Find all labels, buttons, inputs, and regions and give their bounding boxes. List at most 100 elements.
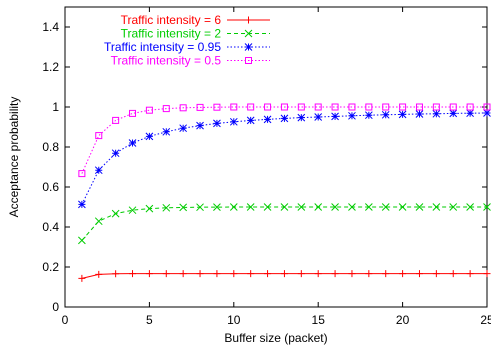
data-point: [263, 203, 272, 211]
data-point: [382, 270, 390, 278]
data-point: [95, 270, 103, 278]
data-point: [162, 203, 171, 212]
data-point: [244, 29, 253, 38]
data-point: [331, 112, 339, 121]
x-axis-label: Buffer size (packet): [224, 331, 327, 345]
data-point: [314, 270, 322, 278]
x-tick-label: 20: [396, 313, 410, 327]
data-point: [280, 203, 289, 211]
series-asterisk: [78, 109, 491, 209]
data-point: [314, 113, 323, 121]
data-point: [112, 270, 120, 278]
data-point: [483, 270, 491, 278]
y-tick-label: 0.4: [42, 220, 59, 234]
data-point: [78, 236, 86, 245]
data-point: [365, 103, 373, 111]
data-point: [229, 117, 238, 126]
data-point: [348, 111, 356, 120]
data-point: [348, 103, 356, 111]
data-point: [331, 270, 339, 278]
data-point: [364, 111, 373, 120]
data-point: [381, 203, 390, 211]
data-point: [280, 114, 289, 123]
data-point: [466, 270, 474, 278]
data-point: [263, 115, 272, 124]
x-tick-label: 10: [227, 313, 241, 327]
legend-label: Traffic intensity = 2: [121, 27, 222, 41]
y-tick-label: 0: [52, 300, 59, 314]
data-point: [280, 103, 288, 111]
data-point: [382, 103, 390, 111]
data-point: [466, 203, 474, 211]
data-point: [129, 270, 137, 278]
data-point: [297, 270, 305, 278]
y-tick-label: 1.4: [42, 20, 59, 34]
data-point: [466, 103, 474, 111]
legend-label: Traffic intensity = 6: [121, 13, 222, 27]
data-point: [246, 203, 255, 211]
data-point: [297, 203, 306, 211]
data-point: [348, 270, 356, 278]
data-point: [162, 105, 170, 113]
y-tick-label: 0.8: [42, 140, 59, 154]
data-point: [128, 206, 137, 215]
data-point: [162, 270, 170, 278]
data-point: [331, 203, 339, 211]
data-point: [466, 109, 474, 118]
data-point: [179, 270, 187, 278]
data-point: [230, 270, 238, 278]
data-point: [145, 204, 154, 213]
data-point: [213, 270, 221, 278]
data-point: [297, 103, 305, 111]
data-point: [111, 149, 120, 158]
plot-area: [64, 6, 488, 308]
data-point: [381, 110, 390, 119]
x-tick-label: 15: [312, 313, 326, 327]
data-point: [94, 166, 103, 175]
data-point: [399, 270, 407, 278]
legend-label: Traffic intensity = 0.5: [111, 54, 222, 68]
series-line: [81, 106, 487, 174]
data-point: [398, 203, 407, 211]
data-point: [314, 203, 323, 211]
data-point: [179, 104, 187, 112]
data-point: [128, 139, 137, 147]
data-point: [179, 203, 188, 212]
data-point: [179, 124, 188, 133]
legend-label: Traffic intensity = 0.95: [104, 40, 221, 54]
data-point: [449, 270, 457, 278]
y-tick-label: 0.6: [42, 180, 59, 194]
x-tick-label: 5: [146, 313, 153, 327]
data-point: [280, 270, 288, 278]
x-tick-label: 25: [480, 313, 491, 327]
data-point: [297, 113, 306, 122]
data-point: [111, 209, 120, 218]
data-point: [244, 43, 253, 51]
data-point: [246, 116, 255, 125]
data-point: [449, 203, 458, 211]
data-point: [78, 274, 86, 282]
series-plus: [78, 270, 491, 282]
data-point: [145, 106, 153, 114]
data-point: [331, 103, 339, 111]
data-point: [162, 127, 171, 136]
data-point: [432, 270, 440, 278]
data-point: [247, 270, 255, 278]
data-point: [247, 103, 255, 111]
data-point: [196, 103, 204, 111]
y-tick-label: 1: [52, 100, 59, 114]
data-point: [245, 57, 252, 64]
data-point: [196, 121, 204, 130]
data-point: [112, 116, 120, 124]
data-point: [449, 109, 458, 118]
data-point: [229, 203, 238, 211]
data-point: [129, 109, 137, 117]
data-point: [432, 103, 440, 111]
data-point: [348, 203, 356, 211]
series-x: [78, 203, 491, 245]
data-point: [483, 109, 491, 117]
data-point: [213, 103, 221, 111]
data-point: [196, 270, 204, 278]
